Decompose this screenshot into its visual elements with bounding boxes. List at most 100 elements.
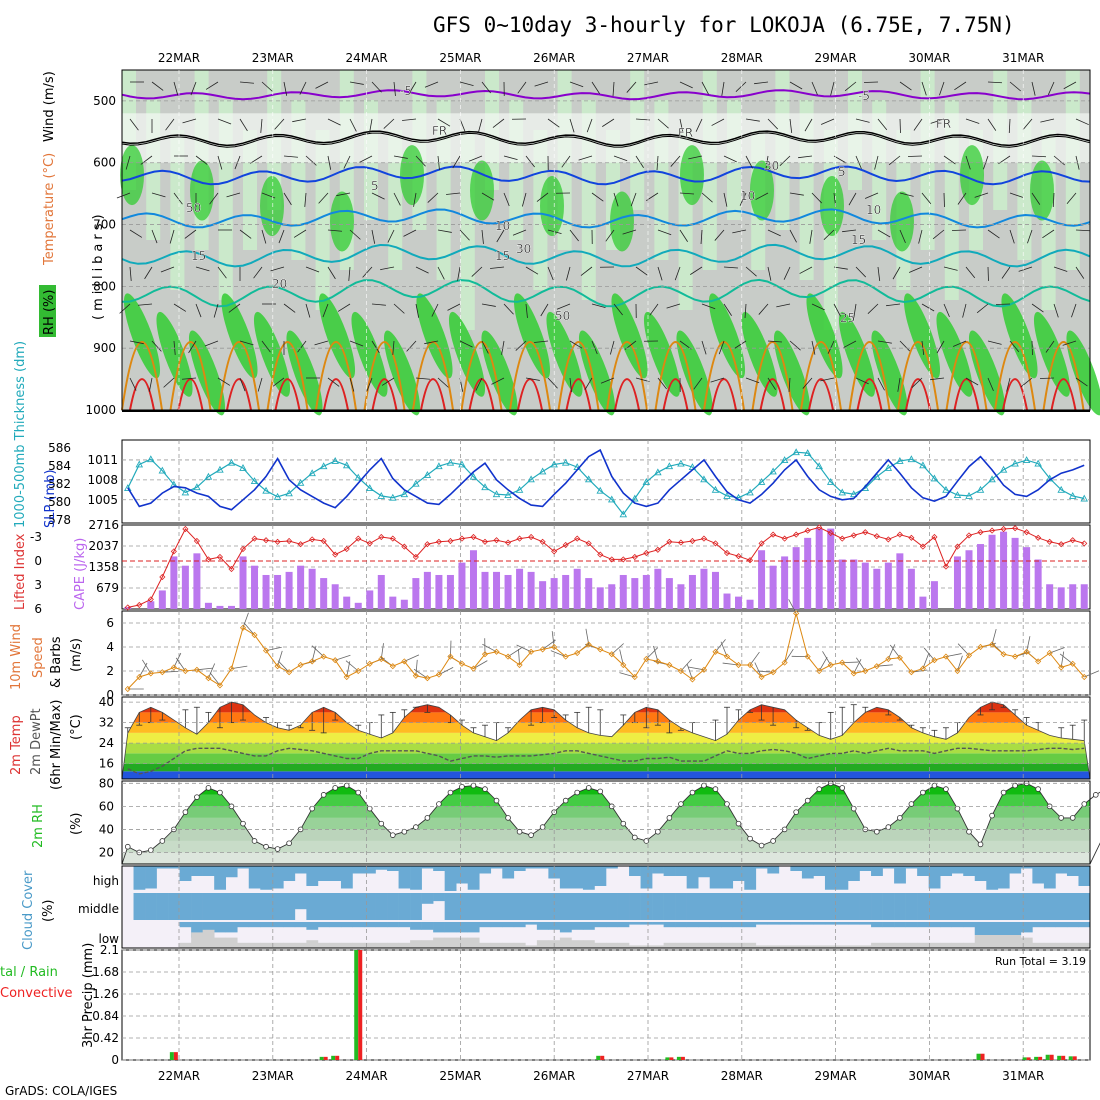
wind10-point [1012, 653, 1019, 660]
cloud-middle-bar [467, 893, 480, 920]
contour-30 [177, 378, 204, 411]
wind-barb [534, 340, 549, 343]
wind10-point [954, 667, 961, 675]
wind-barb [129, 377, 137, 391]
cloud-low-fill [352, 942, 365, 948]
thickness-point [342, 461, 351, 469]
cloud-high-bar [306, 866, 319, 886]
rh-point [1012, 782, 1018, 789]
wind-barb [811, 303, 825, 311]
li-point [919, 543, 926, 550]
wind-barb [561, 155, 571, 168]
li-tick: 6 [34, 602, 42, 616]
cloud-low-fill [571, 940, 584, 948]
cape-bar [400, 599, 408, 609]
precip-total-bar [1045, 1054, 1050, 1060]
wind-barb [578, 155, 593, 161]
cape-bar [1023, 547, 1031, 609]
wind-barb [492, 118, 505, 128]
cape-bar [873, 568, 881, 609]
wind10-line [127, 613, 1085, 690]
cape-bar [688, 574, 696, 609]
precip-tick: 1.26 [92, 987, 119, 1001]
wind10-point [274, 663, 281, 670]
thickness-point [1022, 456, 1031, 464]
wind-barb [415, 155, 426, 167]
thickness-point [815, 462, 823, 470]
li-point [205, 556, 212, 563]
rh-point [632, 834, 638, 841]
wind-barb [534, 81, 549, 87]
rh-point [182, 809, 189, 815]
wind-barb [547, 229, 562, 235]
wind10-barb [277, 660, 290, 673]
wind10-barb [889, 644, 901, 659]
li-point [643, 549, 650, 557]
temp-band [122, 702, 1090, 713]
rh-point [286, 840, 292, 847]
wind10-point [1046, 649, 1053, 657]
cloud-low-fill [997, 935, 1010, 948]
li-point [781, 535, 788, 542]
wind-barb [496, 229, 505, 243]
thickness-point [803, 449, 812, 457]
wind-barb [119, 303, 131, 314]
wind-barb [1075, 377, 1088, 387]
wind-barb [371, 303, 386, 306]
temp-tick: 40 [99, 695, 114, 709]
wind-barb [1031, 192, 1041, 205]
contour-15 [121, 243, 1091, 268]
rh-point [585, 785, 592, 791]
date-bottom-30MAR: 30MAR [908, 1069, 950, 1083]
cloud-high-bar [398, 866, 411, 889]
wind10-point [896, 654, 903, 661]
cloud-low-fill [882, 942, 895, 948]
rh-moist-cell [838, 311, 876, 397]
wind-barb [591, 81, 600, 94]
wind-barb [274, 118, 285, 130]
li-point [712, 540, 719, 547]
cloud-high-bar [329, 866, 342, 881]
precip-total-bar [676, 1056, 681, 1060]
li-point [862, 529, 869, 536]
cloud-high-bar [191, 866, 203, 876]
wind10-point [170, 664, 177, 671]
wind-barb [257, 377, 263, 392]
wind10-point [862, 667, 869, 675]
thickness-point [1011, 459, 1019, 467]
cloud-middle-bar [859, 893, 872, 920]
wind-barb [270, 266, 285, 272]
cloud-middle-bar [986, 893, 999, 920]
wind-barb [1009, 340, 1020, 353]
rh-light-band [315, 130, 330, 310]
cloud-middle-bar [652, 893, 664, 920]
wind-barb [299, 81, 307, 95]
cloud-middle-bar [767, 893, 780, 920]
cloud-high-bar [709, 866, 722, 889]
li-point [896, 531, 903, 538]
wind-barb [613, 303, 623, 316]
cloud-low-fill [848, 945, 860, 948]
rh-moist-cell [448, 311, 486, 397]
wind-barb [491, 377, 505, 385]
cloud-low-fill [456, 937, 469, 948]
rh-moist-cell-upper [120, 145, 144, 206]
wind-barb [954, 81, 967, 91]
cloud-high-bar [421, 866, 434, 869]
wind10-point [1069, 660, 1076, 667]
thickness-point [677, 459, 685, 467]
wind-barb [261, 229, 267, 244]
cloud-low-bar [582, 922, 595, 930]
wind-barb [802, 377, 813, 389]
cloud-low-fill [237, 942, 250, 948]
cloud-high-bar [248, 866, 261, 889]
wind-barb [253, 266, 263, 279]
label-slp: SLP (mb) [43, 469, 58, 528]
wind-barb [459, 118, 466, 133]
temp-panel-frame [121, 696, 1091, 780]
li-point [286, 537, 293, 545]
rh-point [240, 820, 246, 827]
li-point [735, 553, 742, 560]
wind-barb [427, 192, 439, 203]
contour-20 [121, 278, 1091, 308]
